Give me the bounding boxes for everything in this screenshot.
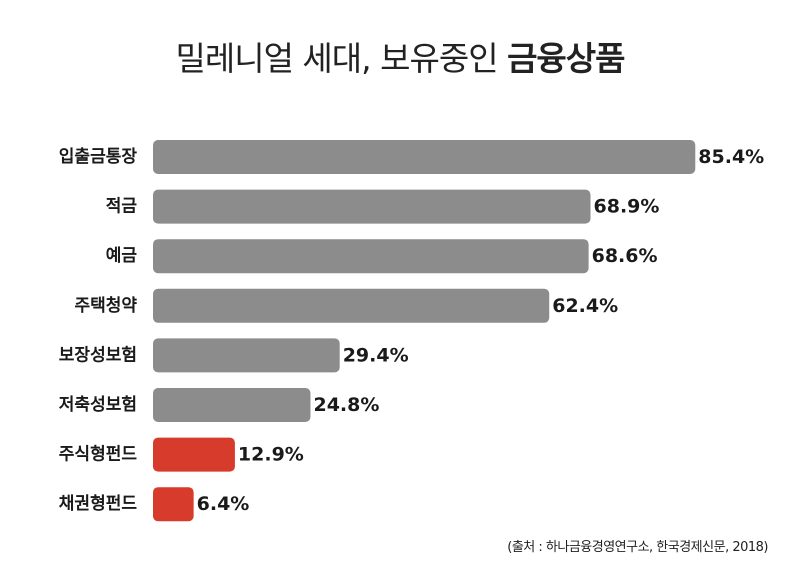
category-label: 채권형펀드: [59, 493, 138, 514]
bar: [153, 388, 311, 422]
bar: [153, 338, 340, 373]
chart-source: (출처 : 하나금융경영연구소, 한국경제신문, 2018): [507, 540, 768, 555]
value-label: 6.4%: [197, 493, 250, 515]
category-label: 적금: [106, 197, 138, 217]
value-label: 12.9%: [238, 444, 304, 466]
category-label: 입출금통장: [59, 147, 138, 167]
value-label: 68.9%: [594, 196, 660, 218]
bar: [153, 487, 194, 522]
value-label: 24.8%: [313, 394, 379, 416]
value-label: 29.4%: [343, 344, 409, 366]
bar: [153, 288, 550, 323]
category-label: 예금: [106, 246, 138, 266]
chart-title: 밀레니얼 세대, 보유중인 금융상품: [0, 32, 800, 80]
value-label: 62.4%: [552, 295, 618, 317]
category-label: 저축성보험: [59, 394, 137, 415]
bar: [153, 239, 589, 274]
value-label: 68.6%: [592, 245, 658, 267]
chart-title-text: 밀레니얼 세대, 보유중인: [175, 39, 498, 78]
bar: [153, 189, 591, 224]
value-label: 85.4%: [698, 146, 764, 168]
category-label: 주택청약: [74, 295, 137, 316]
category-label: 보장성보험: [59, 344, 137, 365]
bar: [153, 437, 235, 472]
category-label: 주식형펀드: [59, 444, 138, 465]
bar: [153, 140, 696, 174]
chart-title-emphasis: 금융상품: [507, 39, 625, 78]
